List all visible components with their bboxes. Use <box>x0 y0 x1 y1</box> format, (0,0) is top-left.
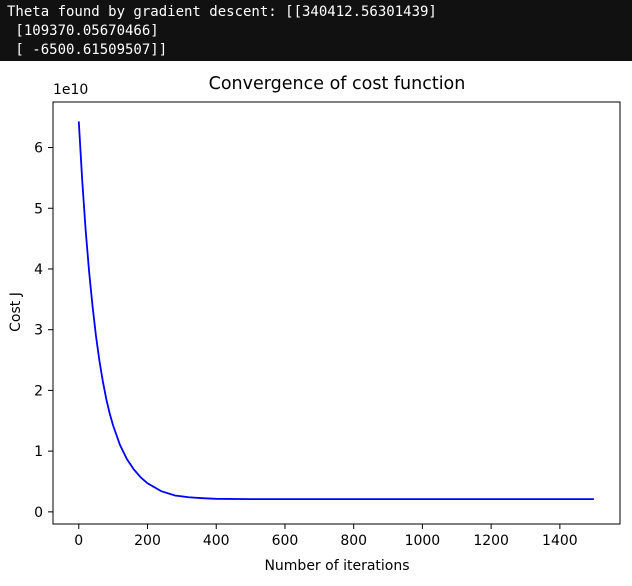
y-axis-label: Cost J <box>8 292 24 332</box>
y-tick-label: 0 <box>34 505 43 521</box>
x-tick-label: 600 <box>272 533 299 549</box>
console-line: [ -6500.61509507]] <box>7 42 168 58</box>
y-axis-offset-label: 1e10 <box>53 82 88 98</box>
console-output: Theta found by gradient descent: [[34041… <box>0 0 632 61</box>
y-tick-label: 3 <box>34 323 43 339</box>
x-axis-label: Number of iterations <box>264 558 409 574</box>
y-tick-label: 5 <box>34 201 43 217</box>
x-tick-label: 400 <box>203 533 230 549</box>
console-line: Theta found by gradient descent: [[34041… <box>7 4 437 20</box>
y-tick-label: 6 <box>34 141 43 157</box>
x-axis-ticks: 0 200 400 600 800 1000 1200 1400 <box>74 524 578 549</box>
chart-title: Convergence of cost function <box>209 74 466 94</box>
x-tick-label: 800 <box>340 533 367 549</box>
y-tick-label: 1 <box>34 444 43 460</box>
console-line: [109370.05670466] <box>7 23 159 39</box>
y-tick-label: 4 <box>34 262 43 278</box>
cost-chart: Convergence of cost function 1e10 0 200 40… <box>8 74 621 574</box>
x-tick-label: 200 <box>134 533 161 549</box>
plot-area: Convergence of cost function 1e10 0 200 40… <box>0 61 632 581</box>
plot-frame <box>52 101 621 525</box>
y-tick-label: 2 <box>34 383 43 399</box>
x-tick-label: 1200 <box>473 533 509 549</box>
x-tick-label: 1000 <box>405 533 441 549</box>
y-axis-ticks: 0 1 2 3 4 5 6 <box>34 141 53 521</box>
x-tick-label: 0 <box>74 533 83 549</box>
x-tick-label: 1400 <box>542 533 578 549</box>
cost-series-line <box>77 121 594 501</box>
